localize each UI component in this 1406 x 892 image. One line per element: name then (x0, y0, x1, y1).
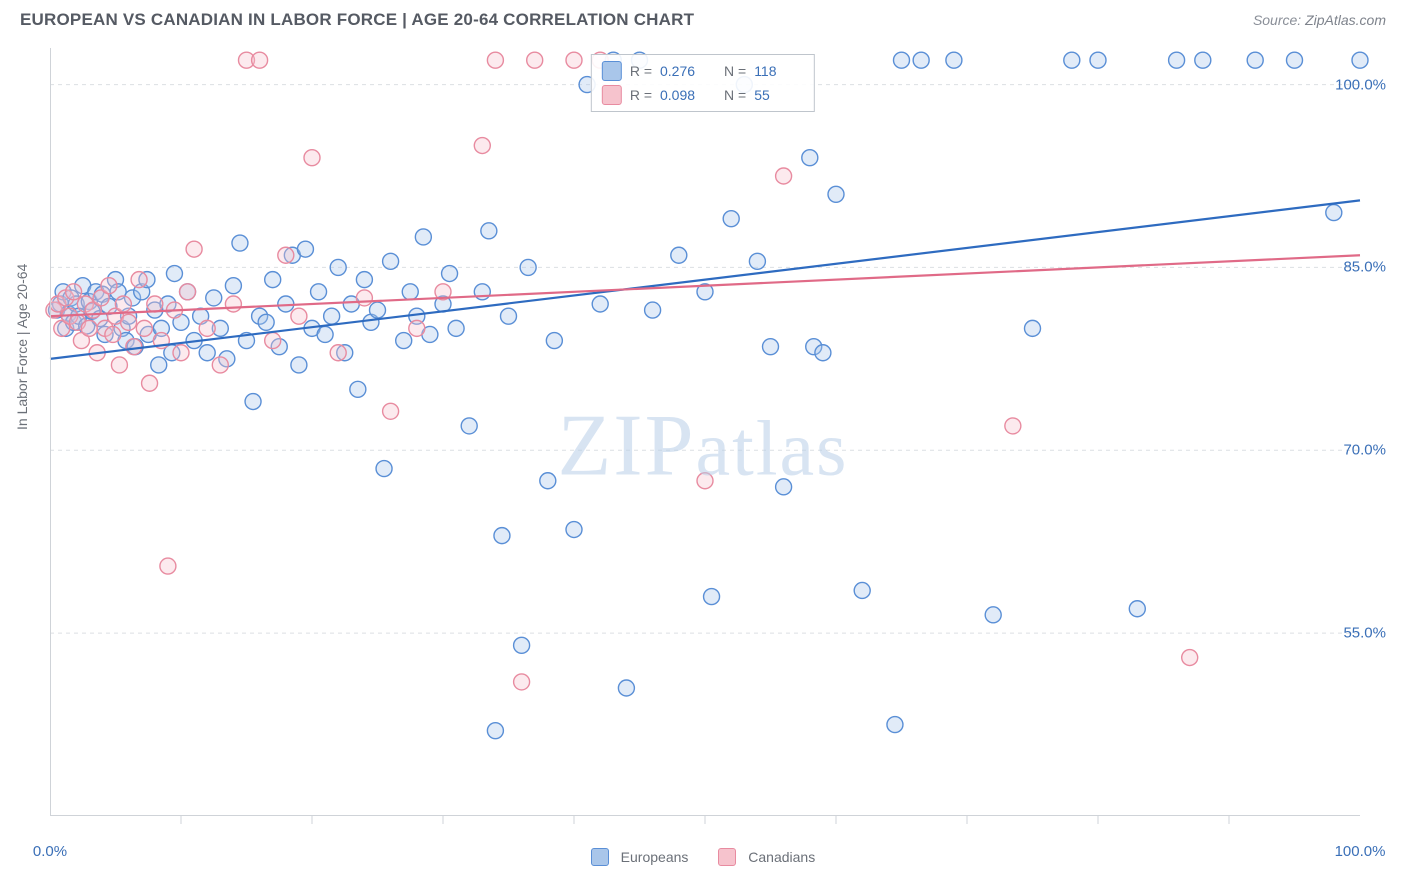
n-label: N = (724, 87, 746, 103)
source-value: ZipAtlas.com (1305, 12, 1386, 28)
stats-row-canadians: R = 0.098 N = 55 (602, 83, 804, 107)
legend-label-europeans: Europeans (621, 849, 689, 865)
x-axis-min-label: 0.0% (33, 843, 67, 860)
chart-header: EUROPEAN VS CANADIAN IN LABOR FORCE | AG… (0, 0, 1406, 36)
y-tick-label: 55.0% (1343, 625, 1386, 642)
bottom-legend: Europeans Canadians (0, 848, 1406, 866)
legend-label-canadians: Canadians (748, 849, 815, 865)
y-tick-label: 100.0% (1335, 76, 1386, 93)
stats-swatch-canadians (602, 85, 622, 105)
chart-source: Source: ZipAtlas.com (1253, 12, 1386, 28)
legend-swatch-canadians (718, 848, 736, 866)
r-value-europeans: 0.276 (660, 63, 710, 79)
legend-item-canadians: Canadians (718, 848, 815, 866)
r-label: R = (630, 63, 652, 79)
plot-area (50, 48, 1360, 816)
chart-title: EUROPEAN VS CANADIAN IN LABOR FORCE | AG… (20, 10, 694, 30)
legend-item-europeans: Europeans (591, 848, 689, 866)
chart-container: EUROPEAN VS CANADIAN IN LABOR FORCE | AG… (0, 0, 1406, 892)
plot-border (50, 48, 1360, 816)
n-value-europeans: 118 (754, 63, 804, 79)
y-tick-label: 70.0% (1343, 442, 1386, 459)
y-axis-label: In Labor Force | Age 20-64 (14, 264, 30, 430)
stats-swatch-europeans (602, 61, 622, 81)
n-value-canadians: 55 (754, 87, 804, 103)
stats-row-europeans: R = 0.276 N = 118 (602, 59, 804, 83)
r-label: R = (630, 87, 652, 103)
stats-legend: R = 0.276 N = 118 R = 0.098 N = 55 (591, 54, 815, 112)
source-label: Source: (1253, 12, 1301, 28)
legend-swatch-europeans (591, 848, 609, 866)
n-label: N = (724, 63, 746, 79)
r-value-canadians: 0.098 (660, 87, 710, 103)
y-tick-label: 85.0% (1343, 259, 1386, 276)
x-axis-max-label: 100.0% (1335, 843, 1386, 860)
